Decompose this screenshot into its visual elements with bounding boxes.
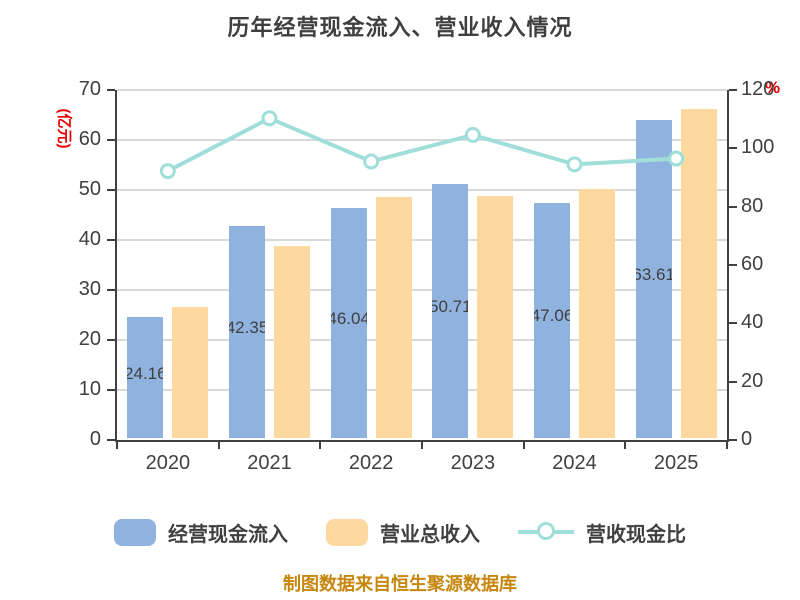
right-axis-tick-label: 80 — [741, 194, 764, 217]
right-axis-tick-label: 60 — [741, 253, 764, 275]
left-axis-tick — [107, 239, 115, 241]
x-tick-label-2024: 2024 — [552, 452, 597, 474]
bar-value-label: 42.35 — [229, 318, 265, 338]
legend-label-revenue: 营业总收入 — [380, 523, 480, 546]
bar-cash-inflow-2025: 63.61 — [635, 119, 672, 438]
left-axis-tick-label: 40 — [78, 228, 101, 250]
bar-revenue-2025 — [680, 108, 717, 438]
x-tick-label-2023: 2023 — [450, 452, 496, 474]
left-axis-tick-label: 60 — [78, 128, 101, 150]
x-axis-tick — [726, 442, 728, 449]
bar-revenue-2024 — [579, 189, 615, 438]
right-axis-tick-label: 100 — [741, 136, 775, 159]
gridline — [117, 339, 727, 341]
gridline — [117, 389, 727, 391]
x-axis-tick — [522, 442, 525, 449]
x-axis-tick — [319, 442, 322, 449]
legend-item-revenue: 营业总收入 — [326, 518, 480, 547]
bar-value-label: 50.71 — [432, 297, 469, 317]
left-axis-tick — [107, 139, 115, 141]
chart-footer-source: 制图数据来自恒生聚源数据库 — [283, 574, 517, 594]
right-axis-tick-label: 120 — [741, 78, 775, 100]
bar-value-label: 24.16 — [127, 363, 164, 383]
right-axis-tick-label: 0 — [741, 428, 753, 450]
gridline — [117, 189, 727, 191]
left-axis-tick-label: 20 — [78, 328, 101, 350]
left-axis-tick-label: 0 — [89, 428, 101, 450]
left-axis-line — [115, 90, 117, 442]
plot-area: (亿元) % 0 10 20 30 40 50 60 70 0 20 40 60 80 100 120 24.… — [56, 78, 781, 474]
right-axis-tick — [729, 89, 737, 91]
bar-value-label: 46.04 — [330, 308, 367, 328]
bar-value-label: 63.61 — [635, 264, 672, 284]
bar-cash-inflow-2024: 47.06 — [534, 202, 570, 438]
right-axis-tick — [729, 147, 737, 150]
x-tick-label-2022: 2022 — [348, 452, 394, 474]
revenue-swatch-icon — [326, 518, 368, 546]
bar-revenue-2021 — [274, 246, 310, 438]
right-axis-tick — [729, 264, 737, 266]
left-axis-tick — [107, 289, 115, 291]
gridline — [117, 239, 727, 241]
bar-revenue-2020 — [172, 307, 209, 438]
right-axis-tick — [729, 322, 737, 325]
gridline — [117, 89, 727, 91]
bar-cash-inflow-2023: 50.71 — [432, 184, 469, 438]
x-tick-label-2021: 2021 — [247, 452, 292, 474]
x-axis-tick — [624, 442, 627, 449]
ratio-line-path — [165, 116, 679, 174]
x-axis-tick — [217, 442, 220, 449]
legend-label-cash-inflow: 经营现金流入 — [168, 523, 288, 546]
left-axis-tick-label: 50 — [78, 178, 101, 200]
bar-cash-inflow-2020: 24.16 — [127, 317, 164, 438]
right-axis-tick-label: 40 — [741, 311, 764, 334]
bar-cash-inflow-2021: 42.35 — [229, 226, 265, 438]
x-tick-label-2025: 2025 — [653, 452, 699, 474]
x-axis-tick — [116, 442, 118, 449]
chart-legend: 经营现金流入 营业总收入 营收现金比 — [0, 512, 800, 552]
legend-label-ratio: 营收现金比 — [586, 523, 686, 546]
legend-item-cash-inflow: 经营现金流入 — [114, 518, 288, 547]
right-axis-line — [727, 90, 729, 442]
right-axis-tick-label: 20 — [741, 369, 764, 392]
x-axis-tick — [421, 442, 423, 449]
legend-item-ratio: 营收现金比 — [518, 518, 686, 547]
chart-title: 历年经营现金流入、营业收入情况 — [227, 15, 573, 40]
left-axis-tick-label: 30 — [78, 278, 101, 300]
ratio-point-2020 — [159, 163, 176, 180]
right-axis-tick — [729, 380, 737, 383]
right-axis-unit-label: % — [765, 78, 781, 97]
gridline — [117, 289, 727, 291]
cash-inflow-swatch-icon — [114, 518, 156, 546]
bar-revenue-2023 — [477, 195, 514, 438]
x-tick-label-2020: 2020 — [145, 452, 191, 474]
ratio-point-2024 — [566, 156, 583, 173]
bar-value-label: 47.06 — [534, 306, 570, 326]
ratio-point-2021 — [261, 110, 278, 127]
x-axis-line — [115, 440, 729, 442]
ratio-line-marker-icon — [518, 522, 574, 542]
left-axis-tick — [107, 439, 115, 441]
left-axis-tick — [107, 89, 115, 91]
left-axis-tick — [107, 339, 115, 341]
left-axis-tick-label: 70 — [78, 78, 101, 100]
ratio-point-2022 — [363, 153, 380, 170]
right-axis-tick — [729, 439, 737, 441]
left-axis-tick — [107, 189, 115, 191]
left-axis-tick-label: 10 — [78, 378, 101, 400]
bar-revenue-2022 — [375, 197, 412, 438]
bar-cash-inflow-2022: 46.04 — [330, 207, 367, 438]
left-axis-tick — [107, 389, 115, 391]
right-axis-tick — [729, 205, 737, 208]
